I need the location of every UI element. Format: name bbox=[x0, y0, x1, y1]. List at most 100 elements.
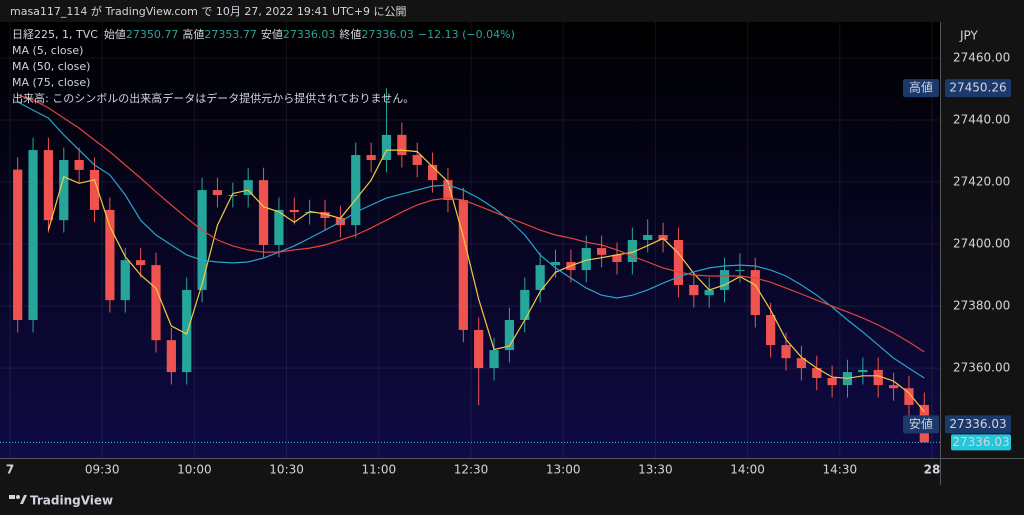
x-tick-label: 11:00 bbox=[362, 463, 397, 477]
ma-line bbox=[47, 149, 925, 413]
legend-label: 高値 bbox=[182, 27, 204, 41]
candle-body bbox=[673, 240, 684, 285]
candle-body bbox=[858, 369, 868, 373]
last-price-box bbox=[951, 434, 1011, 451]
legend-label: 始値 bbox=[104, 27, 126, 41]
x-tick-label: 14:30 bbox=[823, 463, 858, 477]
candle-body bbox=[812, 368, 822, 378]
candle-body bbox=[151, 265, 161, 341]
legend-value: 27336.03 bbox=[361, 28, 414, 41]
candle-body bbox=[796, 358, 806, 369]
candle-body bbox=[904, 388, 914, 405]
y-tick-label: 27400.00 bbox=[953, 237, 1010, 251]
candle-body bbox=[28, 150, 38, 321]
logo-part bbox=[9, 495, 15, 499]
candle-body bbox=[136, 260, 146, 266]
y-unit: JPY bbox=[959, 29, 979, 43]
legend-label: 終値 bbox=[339, 28, 361, 41]
ma-line bbox=[17, 101, 925, 379]
candle-body bbox=[535, 265, 545, 290]
y-tick-label: 27460.00 bbox=[953, 50, 1010, 64]
candle-body bbox=[289, 209, 299, 213]
candle-body bbox=[182, 289, 192, 373]
candle-body bbox=[43, 150, 54, 221]
candle-body bbox=[228, 195, 238, 197]
x-tick-label: 12:30 bbox=[454, 463, 489, 477]
candle-body bbox=[627, 240, 637, 263]
high-tag-box bbox=[903, 79, 939, 98]
candle-body bbox=[520, 289, 530, 321]
candle-body bbox=[781, 345, 791, 359]
low-tag-box bbox=[903, 415, 939, 434]
candle-body bbox=[258, 180, 269, 245]
high-tag: 高値 bbox=[909, 80, 933, 95]
candle-body bbox=[689, 284, 699, 296]
candle-body bbox=[381, 134, 392, 160]
x-tick-label: 28 bbox=[924, 463, 941, 477]
x-tick-label: 10:30 bbox=[269, 463, 304, 477]
candle-body bbox=[888, 385, 899, 389]
y-tick-label: 27420.00 bbox=[953, 175, 1010, 189]
high-value-box bbox=[945, 79, 1011, 98]
y-tick-label: 27380.00 bbox=[953, 299, 1010, 313]
x-tick-label: 09:30 bbox=[85, 463, 120, 477]
series-legend: MA (75, close) bbox=[12, 76, 90, 89]
candle-body bbox=[105, 209, 115, 301]
candle-body bbox=[550, 262, 561, 266]
y-tick-label: 27360.00 bbox=[953, 361, 1010, 375]
candle-body bbox=[13, 169, 23, 321]
candle-body bbox=[597, 248, 607, 255]
last-price-label: 27336.03 bbox=[952, 435, 1009, 449]
candle-body bbox=[366, 155, 376, 160]
candle-body bbox=[243, 180, 253, 196]
volume-notice: 出来高: このシンボルの出来高データはデータ提供元から提供されておりません。 bbox=[12, 91, 414, 105]
legend-value: 27350.77 bbox=[126, 28, 179, 41]
candle-body bbox=[504, 320, 515, 351]
candle-body bbox=[873, 369, 883, 386]
candle-body bbox=[166, 340, 176, 373]
series-legend: MA (5, close) bbox=[12, 44, 83, 57]
logo-part bbox=[20, 495, 27, 504]
candle-body bbox=[581, 248, 591, 271]
plot bbox=[13, 88, 929, 443]
x-tick-label: 14:00 bbox=[730, 463, 765, 477]
x-tick-label: 7 bbox=[6, 463, 14, 477]
low-value-box bbox=[945, 415, 1011, 434]
candle-body bbox=[750, 270, 760, 316]
watermark: masa117_114 が TradingView.com で 10月 27, … bbox=[10, 4, 407, 18]
candle-body bbox=[489, 350, 499, 369]
low-tag: 安値 bbox=[909, 416, 933, 431]
candle-body bbox=[704, 289, 714, 296]
overlay: 27336.03 高値 27450.26 安値 27336.03 bbox=[0, 79, 1011, 451]
candle-body bbox=[735, 270, 745, 272]
x-tick-label: 13:00 bbox=[546, 463, 581, 477]
candle-body bbox=[612, 254, 622, 263]
high-value: 27450.26 bbox=[949, 81, 1006, 95]
candle-body bbox=[274, 209, 284, 245]
candle-body bbox=[643, 235, 653, 240]
x-tick-label: 10:00 bbox=[177, 463, 212, 477]
ma-line bbox=[17, 94, 925, 353]
candle-body bbox=[443, 180, 453, 200]
grid bbox=[0, 22, 940, 458]
legend-value: 27336.03 bbox=[283, 28, 336, 41]
candle-body bbox=[89, 169, 100, 210]
candle-body bbox=[474, 329, 484, 369]
candle-body bbox=[351, 155, 361, 226]
candle-body bbox=[397, 134, 407, 156]
x-tick-label: 13:30 bbox=[638, 463, 673, 477]
footer: TradingView bbox=[9, 494, 113, 508]
candle-body bbox=[719, 270, 730, 290]
plot-background bbox=[0, 22, 940, 458]
legend-value: 27353.77 bbox=[204, 28, 257, 41]
candle-body bbox=[658, 235, 668, 240]
legend-change: −12.13 (−0.04%) bbox=[418, 28, 515, 41]
footer-brand: TradingView bbox=[30, 494, 113, 508]
logo-part bbox=[16, 495, 20, 499]
ohlc-legend: 日経225, 1, TVC 始値27350.77 高値27353.77 安値27336… bbox=[12, 27, 515, 41]
candle-body bbox=[320, 212, 330, 218]
legend-label: 安値 bbox=[261, 28, 283, 41]
candle-body bbox=[59, 159, 69, 221]
